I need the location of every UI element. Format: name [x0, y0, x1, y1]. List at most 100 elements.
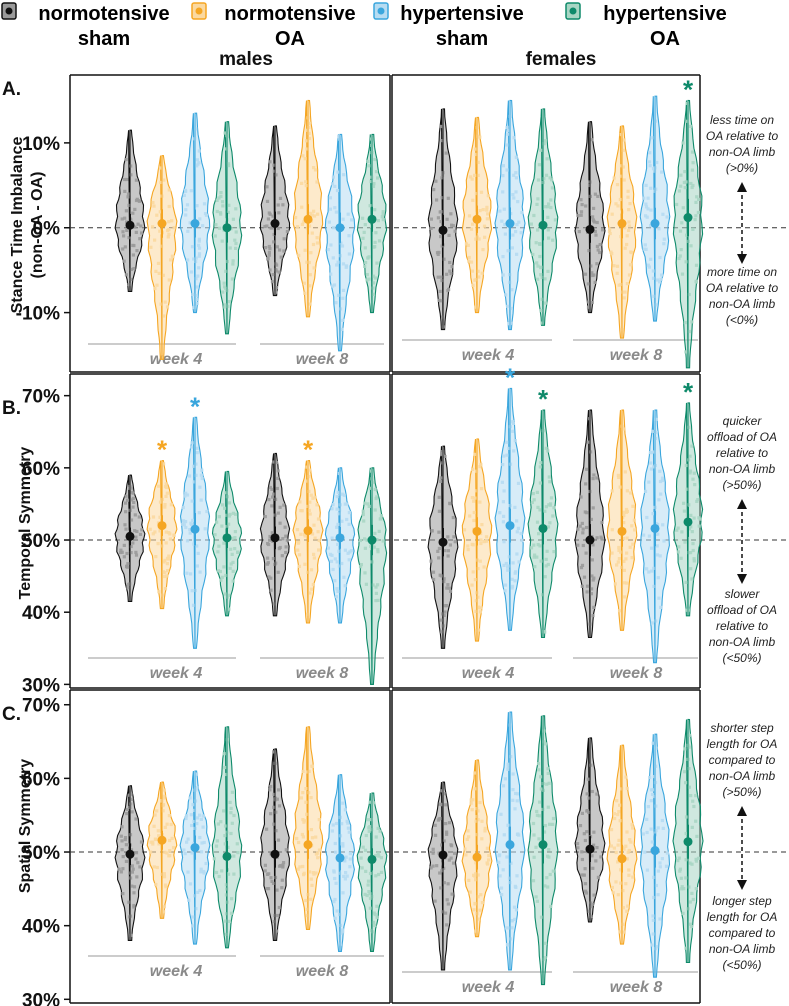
- data-point: [338, 942, 343, 946]
- data-point: [645, 515, 649, 520]
- data-point: [544, 301, 548, 305]
- data-point: [691, 227, 695, 231]
- mean-marker: [438, 537, 448, 547]
- data-point: [482, 565, 486, 569]
- data-point: [539, 559, 543, 563]
- data-point: [369, 928, 373, 932]
- data-point: [540, 297, 544, 301]
- data-point: [580, 857, 584, 862]
- data-point: [530, 500, 534, 504]
- data-point: [307, 468, 311, 472]
- data-point: [439, 275, 443, 279]
- data-point: [505, 143, 509, 147]
- data-point: [129, 164, 133, 168]
- data-point: [587, 810, 591, 814]
- data-point: [333, 897, 337, 902]
- data-point: [474, 305, 478, 309]
- data-point: [268, 160, 272, 164]
- data-point: [510, 919, 514, 923]
- data-point: [587, 909, 591, 913]
- data-point: [224, 269, 228, 273]
- data-point: [308, 870, 312, 874]
- data-point: [689, 244, 693, 248]
- data-point: [445, 830, 449, 834]
- data-point: [537, 814, 541, 818]
- data-point: [476, 269, 480, 273]
- data-point: [484, 539, 489, 543]
- data-point: [369, 544, 373, 548]
- data-point: [347, 830, 351, 834]
- data-point: [579, 566, 584, 570]
- mean-marker: [617, 854, 627, 864]
- mean-marker: [650, 846, 660, 856]
- data-point: [223, 303, 227, 307]
- data-point: [227, 164, 231, 168]
- data-point: [625, 242, 629, 247]
- data-point: [191, 915, 195, 919]
- data-point: [652, 294, 656, 298]
- data-point: [151, 840, 155, 844]
- data-point: [691, 542, 695, 546]
- data-point: [512, 136, 516, 140]
- data-point: [379, 870, 384, 874]
- data-point: [367, 826, 371, 830]
- legend-item-normotensive-sham: normotensive sham: [1, 2, 170, 50]
- data-point: [313, 536, 317, 540]
- data-point: [331, 567, 335, 572]
- data-point: [503, 223, 507, 227]
- data-point: [194, 907, 198, 911]
- data-point: [682, 180, 686, 185]
- data-point: [660, 478, 664, 483]
- data-point: [694, 819, 698, 823]
- data-point: [137, 515, 141, 519]
- data-point: [125, 551, 129, 556]
- data-point: [167, 220, 171, 224]
- data-point: [679, 876, 683, 880]
- violin-males-week4-hypertensive-oa: [211, 121, 243, 335]
- data-point: [381, 212, 385, 216]
- data-point: [624, 844, 628, 848]
- data-point: [446, 902, 450, 906]
- y-tick-label: 60%: [22, 459, 60, 480]
- data-point: [529, 222, 533, 226]
- data-point: [470, 269, 474, 273]
- data-point: [440, 453, 444, 457]
- violin-males-week4-normotensive-oa: *: [146, 435, 178, 610]
- data-point: [266, 556, 270, 560]
- week-label: week 8: [610, 979, 663, 996]
- data-point: [660, 857, 664, 861]
- data-point: [656, 893, 660, 897]
- mean-marker: [222, 851, 232, 861]
- data-point: [474, 152, 478, 157]
- data-point: [159, 180, 163, 184]
- data-point: [547, 781, 551, 785]
- data-point: [545, 549, 549, 553]
- week-label: week 4: [462, 347, 515, 364]
- data-point: [544, 446, 548, 450]
- data-point: [502, 489, 506, 493]
- data-point: [199, 850, 204, 854]
- mean-marker: [270, 849, 280, 859]
- significance-asterisk: *: [538, 384, 549, 414]
- mean-marker: [538, 523, 548, 533]
- data-point: [431, 570, 436, 574]
- violin-males-week8-normotensive-oa: *: [292, 435, 324, 624]
- data-point: [161, 570, 165, 574]
- data-point: [617, 545, 621, 550]
- data-point: [576, 842, 580, 846]
- data-point: [312, 872, 316, 876]
- data-point: [619, 881, 623, 885]
- data-point: [684, 946, 688, 950]
- data-point: [505, 168, 509, 172]
- data-point: [547, 236, 551, 240]
- data-point: [374, 496, 378, 501]
- data-point: [439, 220, 443, 224]
- data-point: [172, 846, 176, 850]
- data-point: [586, 305, 591, 309]
- data-point: [264, 246, 268, 250]
- legend-label-line2: sham: [78, 28, 130, 50]
- data-point: [337, 293, 341, 297]
- data-point: [127, 486, 132, 490]
- data-point: [331, 256, 335, 260]
